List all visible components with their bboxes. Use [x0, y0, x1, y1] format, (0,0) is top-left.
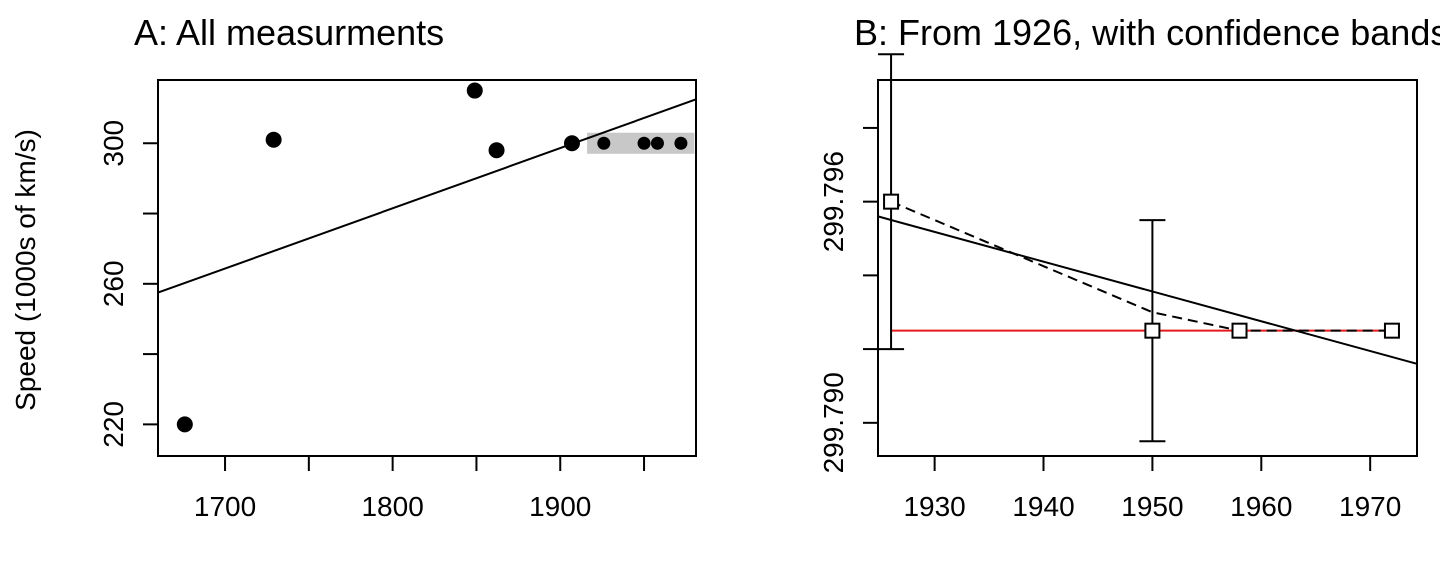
panel-a-fit-line: [157, 98, 697, 294]
panel-b-x-tick-label: 1950: [1121, 491, 1183, 522]
panel-b-plot-frame: [877, 79, 1418, 457]
panel-b-error-bars: [878, 53, 1166, 443]
panel-b: B: From 1926, with confidence bands 1930…: [818, 12, 1440, 522]
fit-line: [157, 98, 697, 294]
panel-b-axes: 1930 1940 1950 1960 1970 299.790 299.796: [818, 79, 1418, 522]
fit-line: [877, 215, 1418, 365]
data-point: [488, 142, 505, 159]
panel-b-y-tick-label: 299.796: [818, 151, 849, 252]
panel-b-dashed-line: [890, 200, 1392, 332]
data-point: [563, 135, 580, 152]
panel-a-x-tick-label: 1700: [194, 491, 256, 522]
panel-a-y-tick-label: 220: [98, 401, 129, 448]
data-point: [597, 136, 611, 150]
panel-b-title: B: From 1926, with confidence bands: [854, 12, 1440, 53]
data-point: [674, 136, 688, 150]
panel-a: A: All measurments Speed (1000s of km/s)…: [10, 12, 697, 522]
panel-b-fit-line: [877, 215, 1418, 365]
data-point: [1144, 322, 1161, 339]
panel-a-title: A: All measurments: [134, 12, 444, 53]
panel-b-x-tick-label: 1960: [1230, 491, 1292, 522]
panel-a-plot-frame: [157, 79, 697, 457]
data-point: [1231, 322, 1248, 339]
panel-a-points: [176, 82, 688, 433]
data-point: [176, 416, 193, 433]
panel-a-y-tick-label: 260: [98, 260, 129, 307]
panel-a-x-tick-label: 1900: [529, 491, 591, 522]
panel-a-y-tick-label: 300: [98, 120, 129, 167]
data-point: [466, 82, 483, 99]
panel-b-points: [883, 193, 1400, 339]
panel-a-x-tick-label: 1800: [361, 491, 423, 522]
panel-b-y-tick-label: 299.790: [818, 372, 849, 473]
panel-a-axes: 1700 1800 1900 220 260 300: [98, 79, 697, 522]
panel-a-ylabel: Speed (1000s of km/s): [10, 129, 41, 411]
data-point: [650, 136, 664, 150]
data-point: [637, 136, 651, 150]
data-point: [265, 131, 282, 148]
panel-b-x-tick-label: 1930: [903, 491, 965, 522]
data-point: [883, 193, 900, 210]
data-point: [1383, 322, 1400, 339]
dashed-line: [890, 200, 1392, 332]
panel-b-x-tick-label: 1940: [1012, 491, 1074, 522]
panel-b-x-tick-label: 1970: [1339, 491, 1401, 522]
